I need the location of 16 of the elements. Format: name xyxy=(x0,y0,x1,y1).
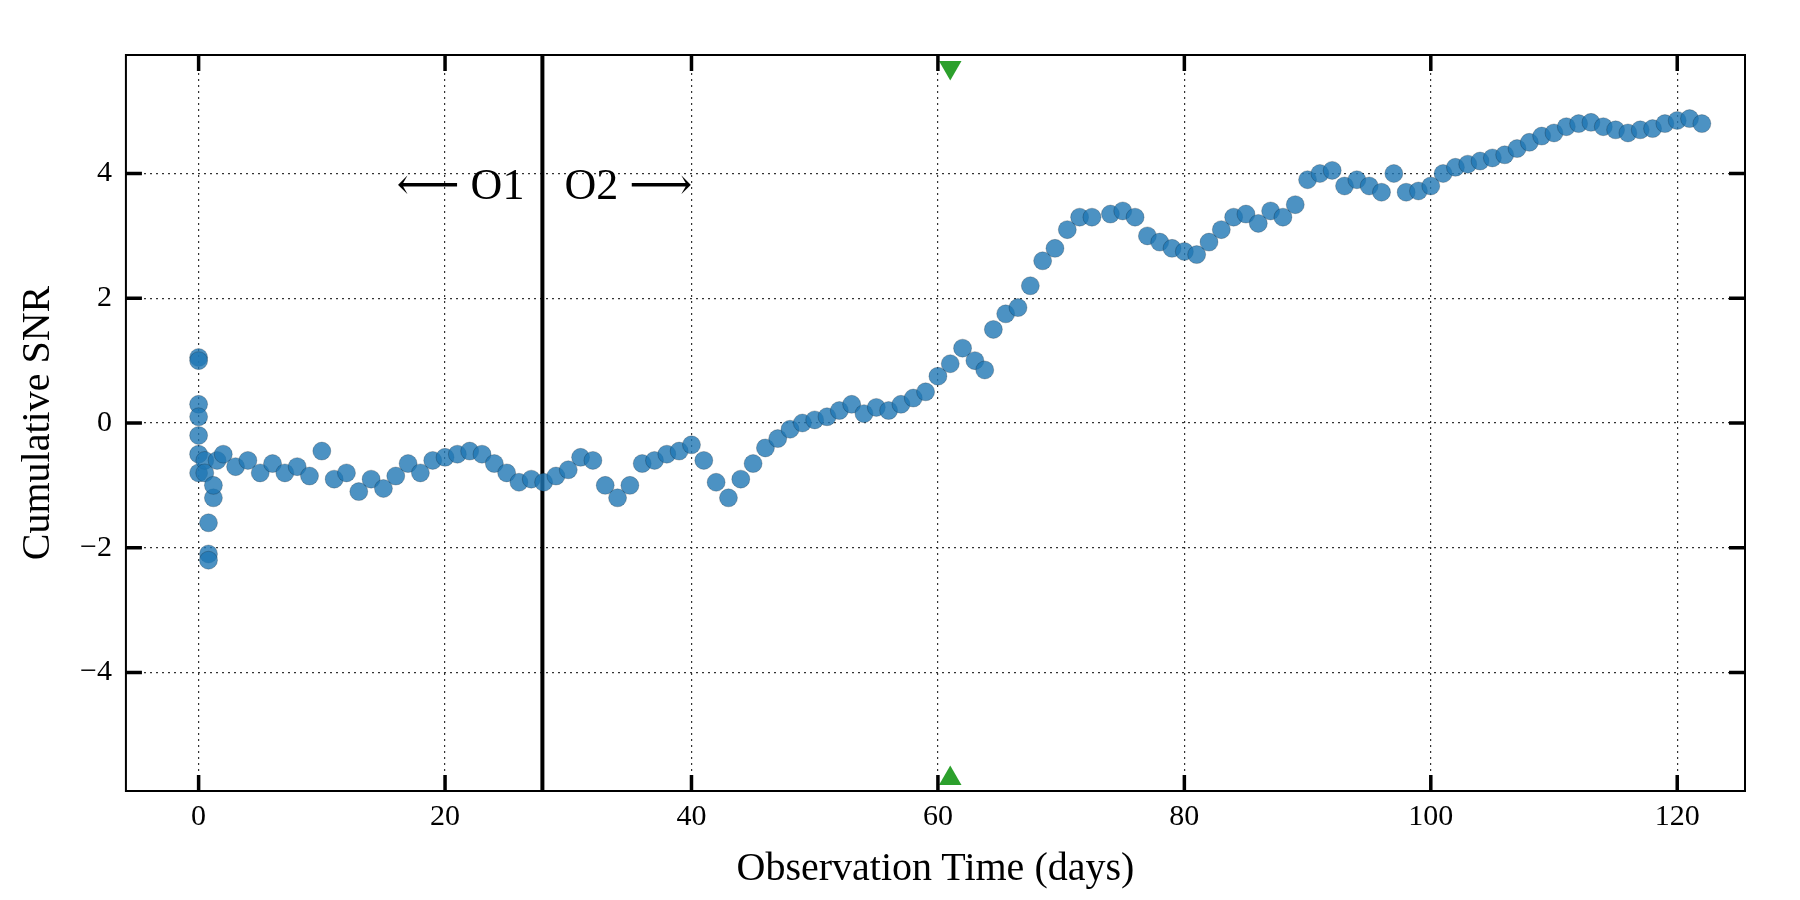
y-tick-label: 0 xyxy=(96,403,112,437)
y-tick-label: 4 xyxy=(96,154,112,188)
annotation: ⟵ O1 xyxy=(396,160,525,210)
x-tick-label: 60 xyxy=(922,797,953,831)
y-tick-label: −4 xyxy=(80,653,112,687)
x-tick-label: 100 xyxy=(1408,797,1454,831)
x-tick-label: 40 xyxy=(676,797,707,831)
x-axis-title: Observation Time (days) xyxy=(736,843,1135,889)
x-tick-label: 20 xyxy=(430,797,461,831)
x-tick-label: 120 xyxy=(1654,797,1700,831)
y-tick-label: 2 xyxy=(96,279,112,313)
x-tick-label: 80 xyxy=(1169,797,1200,831)
annotation: O2 ⟶ xyxy=(564,160,693,210)
y-axis-title: Cumulative SNR xyxy=(12,285,58,561)
y-tick-label: −2 xyxy=(80,528,112,562)
x-tick-label: 0 xyxy=(191,797,207,831)
